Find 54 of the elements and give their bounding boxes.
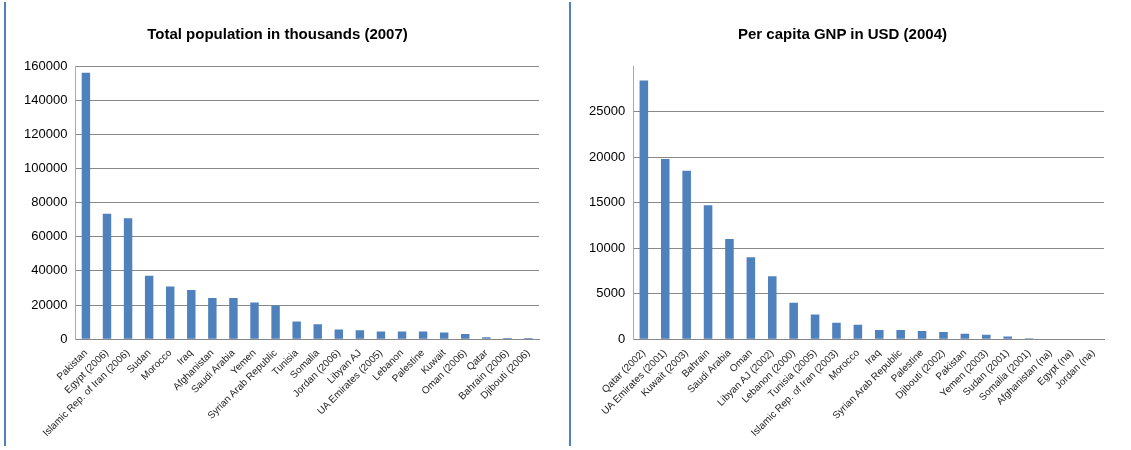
y-tick-label: 25000 bbox=[588, 103, 626, 119]
chart-title: Total population in thousands (2007) bbox=[147, 25, 408, 43]
bar bbox=[682, 170, 691, 339]
bar bbox=[660, 158, 670, 339]
bar bbox=[832, 322, 841, 339]
bar bbox=[896, 330, 905, 339]
bar bbox=[960, 333, 970, 339]
bar bbox=[1003, 336, 1012, 339]
y-tick-label: 5000 bbox=[596, 285, 626, 301]
y-tick-label: 160000 bbox=[23, 57, 68, 73]
y-tick-label: 20000 bbox=[31, 296, 68, 312]
bar bbox=[187, 290, 196, 339]
bar bbox=[144, 275, 154, 339]
bar bbox=[810, 314, 820, 339]
bar bbox=[313, 324, 322, 339]
bar bbox=[767, 276, 777, 339]
y-tick-label: 140000 bbox=[23, 91, 68, 107]
bar bbox=[939, 331, 948, 339]
y-tick-label: 15000 bbox=[588, 194, 626, 210]
bar bbox=[875, 330, 884, 339]
bar bbox=[355, 330, 365, 339]
bar bbox=[639, 80, 649, 339]
y-tick-label: 20000 bbox=[588, 148, 626, 164]
bar bbox=[397, 331, 407, 339]
bar bbox=[292, 321, 301, 339]
y-tick-label: 120000 bbox=[23, 125, 68, 141]
bar bbox=[208, 297, 217, 339]
y-tick-label: 100000 bbox=[23, 160, 68, 176]
bar bbox=[229, 297, 238, 339]
y-tick-label: 40000 bbox=[31, 262, 68, 278]
bar bbox=[418, 331, 428, 339]
bar bbox=[746, 257, 756, 339]
bar bbox=[982, 334, 991, 339]
bar bbox=[461, 333, 470, 339]
bar bbox=[703, 205, 713, 339]
bar bbox=[376, 331, 386, 339]
bar bbox=[102, 213, 112, 339]
bar bbox=[725, 239, 734, 339]
bar bbox=[917, 331, 927, 339]
bar bbox=[853, 324, 863, 339]
bar bbox=[334, 329, 344, 339]
y-tick-label: 0 bbox=[60, 330, 68, 346]
bar bbox=[166, 286, 175, 339]
y-tick-label: 10000 bbox=[588, 239, 626, 255]
bar bbox=[123, 218, 133, 339]
bar bbox=[271, 305, 280, 339]
y-tick-label: 80000 bbox=[31, 194, 68, 210]
y-tick-label: 60000 bbox=[31, 228, 68, 244]
bar bbox=[250, 302, 259, 339]
bar bbox=[439, 332, 449, 339]
bar bbox=[789, 302, 798, 339]
bar bbox=[81, 72, 91, 339]
y-tick-label: 0 bbox=[617, 330, 626, 346]
chart-title: Per capita GNP in USD (2004) bbox=[738, 25, 947, 43]
